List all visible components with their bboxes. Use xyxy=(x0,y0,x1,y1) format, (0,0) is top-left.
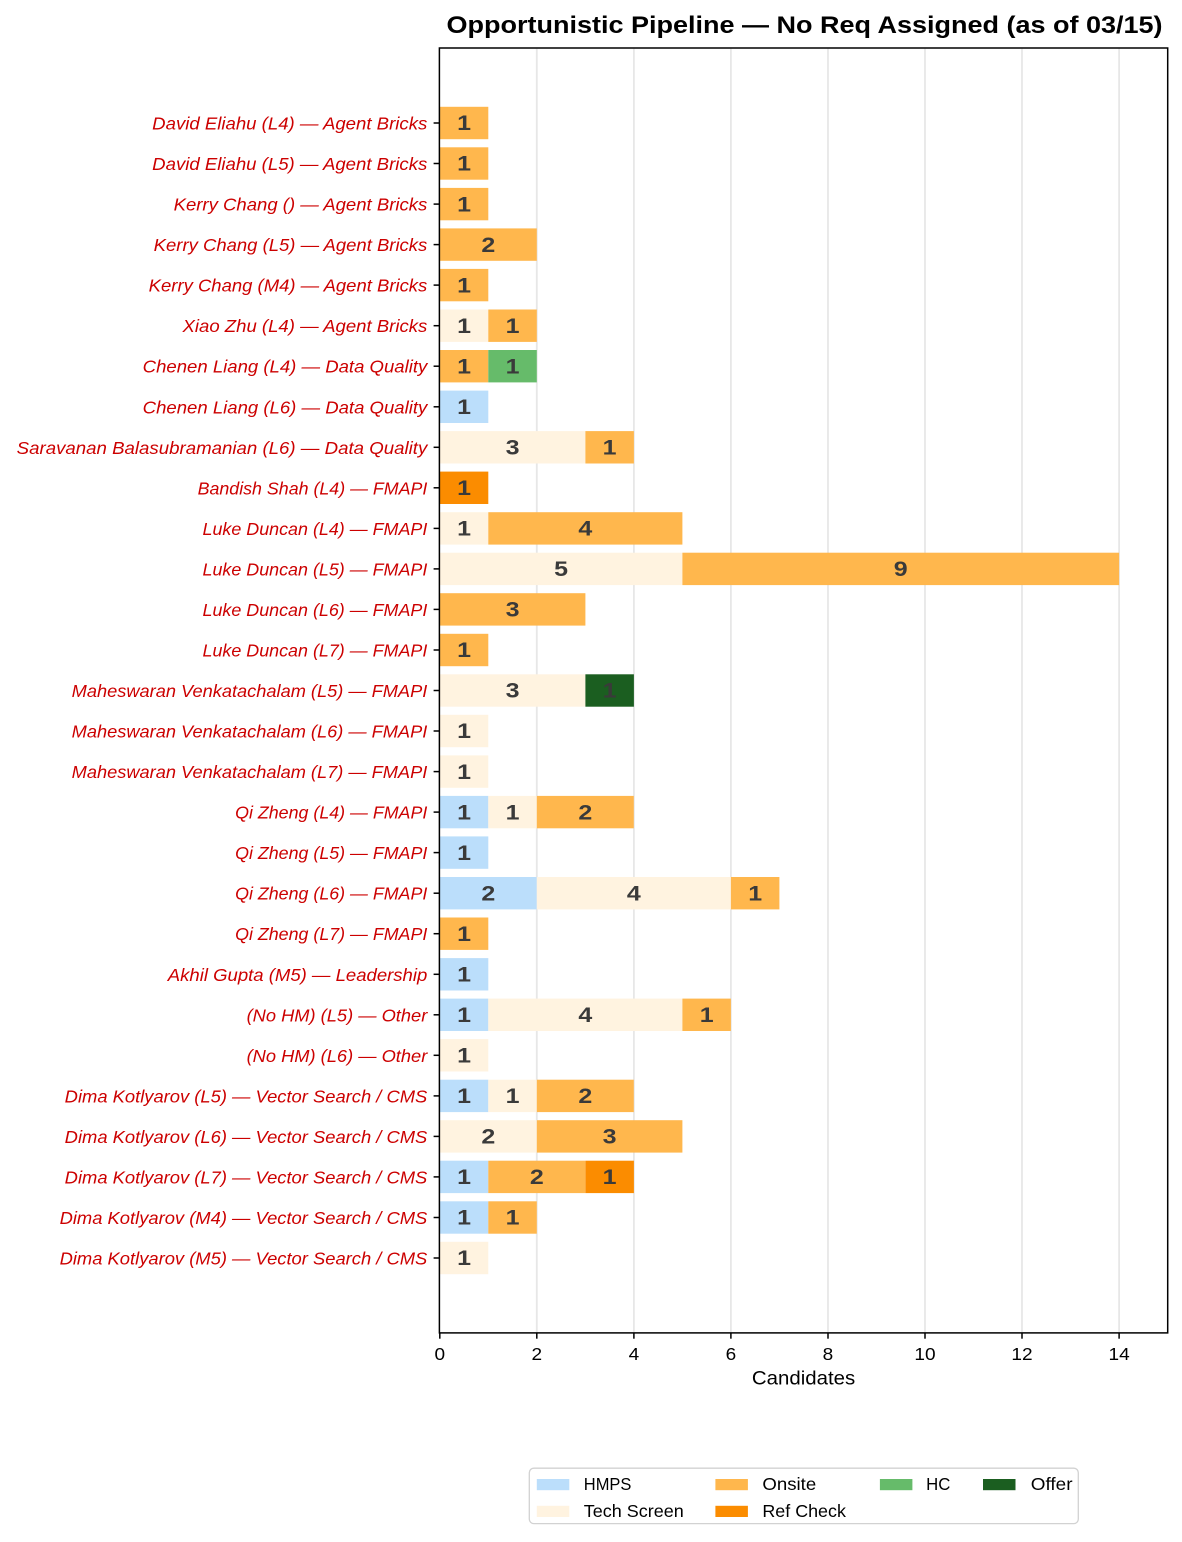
svg-text:10: 10 xyxy=(914,1344,935,1364)
svg-text:9: 9 xyxy=(894,558,908,581)
svg-text:6: 6 xyxy=(726,1344,737,1364)
svg-text:Maheswaran Venkatachalam (L6): Maheswaran Venkatachalam (L6) — FMAPI xyxy=(72,722,428,742)
svg-text:4: 4 xyxy=(578,1004,592,1027)
svg-text:Tech Screen: Tech Screen xyxy=(584,1501,684,1521)
svg-text:Dima Kotlyarov (L6) — Vector S: Dima Kotlyarov (L6) — Vector Search / CM… xyxy=(65,1127,428,1147)
svg-text:1: 1 xyxy=(457,153,471,176)
svg-text:David Eliahu (L5) — Agent Bric: David Eliahu (L5) — Agent Bricks xyxy=(152,154,427,174)
svg-text:Maheswaran Venkatachalam (L7): Maheswaran Venkatachalam (L7) — FMAPI xyxy=(72,762,428,782)
svg-text:Saravanan Balasubramanian (L6): Saravanan Balasubramanian (L6) — Data Qu… xyxy=(17,438,429,458)
svg-text:Qi Zheng (L7) — FMAPI: Qi Zheng (L7) — FMAPI xyxy=(235,924,427,944)
svg-text:Qi Zheng (L6) — FMAPI: Qi Zheng (L6) — FMAPI xyxy=(235,884,427,904)
svg-text:1: 1 xyxy=(506,1085,520,1108)
svg-text:5: 5 xyxy=(554,558,568,581)
svg-text:Chenen Liang (L4) — Data Quali: Chenen Liang (L4) — Data Quality xyxy=(143,357,429,377)
svg-text:Dima Kotlyarov (M4) — Vector S: Dima Kotlyarov (M4) — Vector Search / CM… xyxy=(60,1208,428,1228)
svg-text:Dima Kotlyarov (L7) — Vector S: Dima Kotlyarov (L7) — Vector Search / CM… xyxy=(65,1167,428,1187)
svg-text:1: 1 xyxy=(506,315,520,338)
svg-text:1: 1 xyxy=(748,882,762,905)
svg-text:3: 3 xyxy=(506,599,520,622)
svg-text:Luke Duncan (L7) — FMAPI: Luke Duncan (L7) — FMAPI xyxy=(203,641,428,661)
svg-text:Luke Duncan (L4) — FMAPI: Luke Duncan (L4) — FMAPI xyxy=(203,519,428,539)
svg-text:1: 1 xyxy=(457,1207,471,1230)
svg-text:David Eliahu (L4) — Agent Bric: David Eliahu (L4) — Agent Bricks xyxy=(152,114,427,134)
svg-text:Qi Zheng (L4) — FMAPI: Qi Zheng (L4) — FMAPI xyxy=(235,803,427,823)
svg-text:Akhil Gupta (M5) — Leadership: Akhil Gupta (M5) — Leadership xyxy=(167,965,428,985)
svg-text:1: 1 xyxy=(457,518,471,541)
svg-text:1: 1 xyxy=(457,315,471,338)
svg-text:1: 1 xyxy=(457,274,471,297)
svg-text:1: 1 xyxy=(603,437,617,460)
svg-text:Kerry Chang (L5) — Agent Brick: Kerry Chang (L5) — Agent Bricks xyxy=(154,235,428,255)
svg-text:Luke Duncan (L5) — FMAPI: Luke Duncan (L5) — FMAPI xyxy=(203,559,428,579)
svg-text:Dima Kotlyarov (M5) — Vector S: Dima Kotlyarov (M5) — Vector Search / CM… xyxy=(60,1249,428,1269)
svg-text:1: 1 xyxy=(457,396,471,419)
svg-text:1: 1 xyxy=(457,639,471,662)
svg-text:Kerry Chang (M4) — Agent Brick: Kerry Chang (M4) — Agent Bricks xyxy=(149,276,428,296)
svg-text:Dima Kotlyarov (L5) — Vector S: Dima Kotlyarov (L5) — Vector Search / CM… xyxy=(65,1086,428,1106)
svg-text:Kerry Chang () — Agent Bricks: Kerry Chang () — Agent Bricks xyxy=(174,195,428,215)
svg-text:1: 1 xyxy=(603,1166,617,1189)
svg-text:(No HM) (L5) — Other: (No HM) (L5) — Other xyxy=(247,1005,429,1025)
svg-text:3: 3 xyxy=(506,680,520,703)
svg-text:2: 2 xyxy=(578,801,592,824)
svg-text:8: 8 xyxy=(823,1344,834,1364)
svg-text:Chenen Liang (L6) — Data Quali: Chenen Liang (L6) — Data Quality xyxy=(143,397,429,417)
svg-text:1: 1 xyxy=(457,1247,471,1270)
svg-text:2: 2 xyxy=(532,1344,543,1364)
svg-text:HMPS: HMPS xyxy=(584,1474,632,1494)
svg-text:4: 4 xyxy=(627,882,641,905)
svg-text:Xiao Zhu (L4) — Agent Bricks: Xiao Zhu (L4) — Agent Bricks xyxy=(181,316,427,336)
svg-text:1: 1 xyxy=(457,964,471,987)
svg-text:1: 1 xyxy=(457,1085,471,1108)
svg-text:HC: HC xyxy=(926,1474,950,1494)
svg-text:Maheswaran Venkatachalam (L5): Maheswaran Venkatachalam (L5) — FMAPI xyxy=(72,681,428,701)
svg-text:1: 1 xyxy=(603,680,617,703)
svg-text:2: 2 xyxy=(481,234,495,257)
svg-text:1: 1 xyxy=(457,477,471,500)
svg-text:Opportunistic Pipeline — No Re: Opportunistic Pipeline — No Req Assigned… xyxy=(447,12,1163,39)
svg-text:1: 1 xyxy=(457,193,471,216)
svg-text:1: 1 xyxy=(506,1207,520,1230)
svg-text:1: 1 xyxy=(457,842,471,865)
svg-text:1: 1 xyxy=(700,1004,714,1027)
svg-text:14: 14 xyxy=(1109,1344,1130,1364)
svg-text:2: 2 xyxy=(481,882,495,905)
svg-text:Luke Duncan (L6) — FMAPI: Luke Duncan (L6) — FMAPI xyxy=(203,600,428,620)
svg-text:1: 1 xyxy=(457,355,471,378)
svg-text:Ref Check: Ref Check xyxy=(762,1501,846,1521)
svg-text:2: 2 xyxy=(578,1085,592,1108)
svg-text:1: 1 xyxy=(457,923,471,946)
svg-text:1: 1 xyxy=(457,112,471,135)
svg-text:0: 0 xyxy=(435,1344,446,1364)
svg-text:1: 1 xyxy=(457,761,471,784)
svg-text:1: 1 xyxy=(457,1045,471,1068)
svg-text:3: 3 xyxy=(506,437,520,460)
svg-text:1: 1 xyxy=(457,1004,471,1027)
svg-text:1: 1 xyxy=(457,1166,471,1189)
svg-text:12: 12 xyxy=(1011,1344,1032,1364)
svg-text:1: 1 xyxy=(506,801,520,824)
svg-text:Candidates: Candidates xyxy=(752,1368,856,1390)
svg-text:Qi Zheng (L5) — FMAPI: Qi Zheng (L5) — FMAPI xyxy=(235,843,427,863)
svg-text:1: 1 xyxy=(457,801,471,824)
svg-text:4: 4 xyxy=(578,518,592,541)
svg-text:(No HM) (L6) — Other: (No HM) (L6) — Other xyxy=(247,1046,429,1066)
svg-text:Offer: Offer xyxy=(1031,1474,1073,1494)
svg-text:1: 1 xyxy=(457,720,471,743)
svg-text:Onsite: Onsite xyxy=(762,1474,816,1494)
svg-text:Bandish Shah (L4) — FMAPI: Bandish Shah (L4) — FMAPI xyxy=(198,478,428,498)
svg-text:4: 4 xyxy=(629,1344,640,1364)
svg-text:2: 2 xyxy=(481,1126,495,1149)
svg-text:3: 3 xyxy=(603,1126,617,1149)
svg-text:2: 2 xyxy=(530,1166,544,1189)
svg-text:1: 1 xyxy=(506,355,520,378)
